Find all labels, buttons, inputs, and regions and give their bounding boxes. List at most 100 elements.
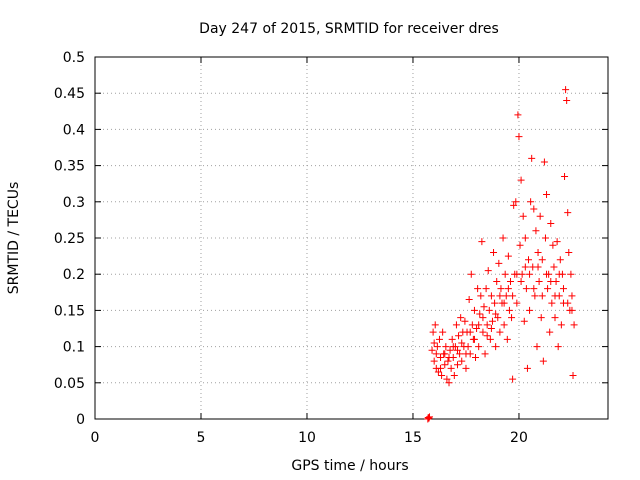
data-point — [465, 296, 473, 304]
data-point — [458, 339, 466, 347]
data-point — [435, 335, 443, 343]
data-point — [527, 198, 535, 206]
data-point — [483, 332, 491, 340]
y-tick-label: 0 — [76, 412, 85, 428]
data-point — [508, 314, 516, 322]
data-point — [500, 321, 508, 329]
data-point — [517, 176, 525, 184]
y-tick-label: 0.1 — [63, 340, 85, 356]
data-point — [496, 328, 504, 336]
data-point — [540, 158, 548, 166]
data-point — [538, 256, 546, 264]
data-point — [521, 234, 529, 242]
data-point — [453, 346, 461, 354]
data-point — [523, 364, 531, 372]
x-tick-label: 10 — [298, 430, 316, 446]
data-point — [482, 285, 490, 293]
data-point — [565, 248, 573, 256]
y-tick-label: 0.25 — [54, 231, 85, 247]
data-point — [504, 285, 512, 293]
data-point — [520, 317, 528, 325]
data-point — [485, 306, 493, 314]
data-point — [487, 325, 495, 332]
data-point — [441, 361, 449, 369]
data-point — [450, 372, 458, 380]
data-point — [509, 375, 517, 383]
data-point — [492, 310, 500, 318]
data-point — [533, 343, 541, 351]
data-point — [553, 238, 561, 246]
y-tick-label: 0.15 — [54, 303, 85, 319]
data-point — [567, 270, 575, 278]
data-point — [534, 263, 542, 271]
data-point — [461, 317, 469, 325]
data-point — [462, 350, 470, 358]
data-point — [488, 317, 496, 325]
data-point — [500, 299, 508, 307]
data-point — [433, 343, 441, 351]
data-point — [548, 299, 556, 307]
data-point — [515, 133, 523, 141]
data-point — [551, 314, 559, 322]
data-point — [478, 238, 486, 246]
data-point — [438, 372, 446, 380]
x-tick-label: 0 — [91, 430, 100, 446]
data-point — [505, 306, 513, 314]
data-point — [442, 343, 450, 351]
data-point — [531, 292, 539, 300]
data-point — [530, 205, 538, 213]
data-point — [564, 299, 572, 307]
data-point — [539, 357, 547, 365]
data-point — [516, 241, 524, 249]
data-point — [487, 292, 495, 300]
data-point — [497, 285, 505, 293]
data-point — [432, 350, 440, 358]
y-tick-label: 0.4 — [63, 122, 85, 138]
data-point — [555, 270, 563, 278]
data-point — [547, 220, 555, 228]
data-point — [550, 263, 558, 271]
data-point — [431, 321, 439, 329]
data-point — [536, 212, 544, 220]
data-point — [561, 172, 569, 180]
data-point — [496, 292, 504, 300]
data-point — [522, 285, 530, 293]
data-point — [519, 212, 527, 220]
data-point — [456, 350, 464, 358]
data-point — [544, 285, 552, 293]
y-tick-label: 0.2 — [63, 267, 85, 283]
data-point — [514, 111, 522, 119]
data-point — [538, 292, 546, 300]
data-point — [446, 346, 454, 354]
data-point — [554, 343, 562, 351]
data-point — [570, 321, 578, 329]
data-point — [547, 277, 555, 285]
y-tick-label: 0.45 — [54, 86, 85, 102]
data-point — [447, 364, 455, 372]
data-point — [513, 299, 521, 307]
data-point — [479, 328, 487, 336]
data-point — [457, 314, 465, 322]
data-point — [559, 285, 567, 293]
data-point — [541, 234, 549, 242]
data-point — [472, 353, 480, 361]
data-point — [543, 270, 551, 278]
data-point — [534, 248, 542, 256]
data-point — [467, 270, 475, 278]
data-point — [477, 292, 485, 300]
data-point — [532, 227, 540, 235]
data-point — [468, 321, 476, 329]
data-point — [568, 292, 576, 300]
data-point — [526, 270, 534, 278]
data-point — [510, 201, 518, 209]
data-point — [464, 343, 472, 351]
data-point — [506, 277, 514, 285]
data-point — [430, 339, 438, 347]
data-point — [470, 335, 478, 343]
data-point — [564, 209, 572, 217]
x-axis: 0 5 10 15 20 — [91, 57, 528, 446]
data-point — [563, 96, 571, 104]
data-point — [499, 234, 507, 242]
data-point — [426, 413, 434, 421]
